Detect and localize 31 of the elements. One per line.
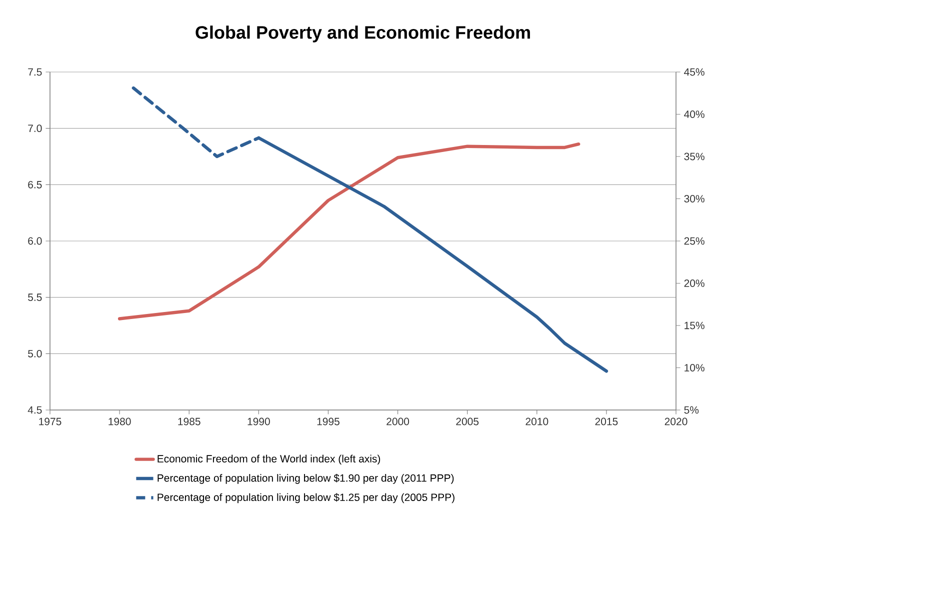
line-series	[118, 142, 580, 320]
y2-tick-label: 5%	[684, 406, 699, 414]
x-tick-label: 2015	[595, 418, 618, 426]
y2-tick-label: 15%	[684, 322, 704, 330]
chart-title: Global Poverty and Economic Freedom	[196, 26, 530, 42]
x-tick-label: 2020	[664, 418, 688, 426]
y2-tick-label: 10%	[684, 364, 704, 372]
y2-tick-label: 40%	[684, 110, 704, 118]
y-tick-label: 6.0	[28, 237, 42, 245]
y-tick-label: 5.0	[28, 350, 42, 358]
x-tick-label: 2010	[526, 418, 548, 426]
y-tick-label: 7.5	[28, 68, 42, 76]
y-tick-label: 7.0	[28, 124, 42, 132]
x-tick-label: 1995	[317, 418, 340, 426]
y2-tick-label: 45%	[684, 68, 704, 76]
x-tick-label: 1980	[108, 418, 131, 426]
y2-tick-label: 30%	[684, 195, 704, 202]
y2-tick-label: 25%	[684, 237, 704, 245]
y2-tick-label: 35%	[684, 152, 704, 160]
legend-label: Economic Freedom of the World index (left axis)	[158, 454, 380, 465]
x-tick-label: 1975	[39, 418, 62, 426]
x-tick-label: 1985	[178, 418, 200, 426]
x-tick-label: 2000	[386, 418, 410, 426]
x-tick-label: 1990	[248, 418, 270, 426]
y-tick-label: 4.5	[28, 406, 42, 414]
x-tick-label: 2005	[456, 418, 479, 426]
legend-label: Percentage of population living below $1.25 per day (2005 PPP)	[158, 493, 454, 504]
y2-tick-label: 20%	[684, 280, 704, 287]
legend-label: Percentage of population living below $1.90 per day (2011 PPP)	[158, 474, 454, 484]
y-tick-label: 5.5	[28, 294, 42, 301]
y-tick-label: 6.5	[28, 180, 42, 188]
